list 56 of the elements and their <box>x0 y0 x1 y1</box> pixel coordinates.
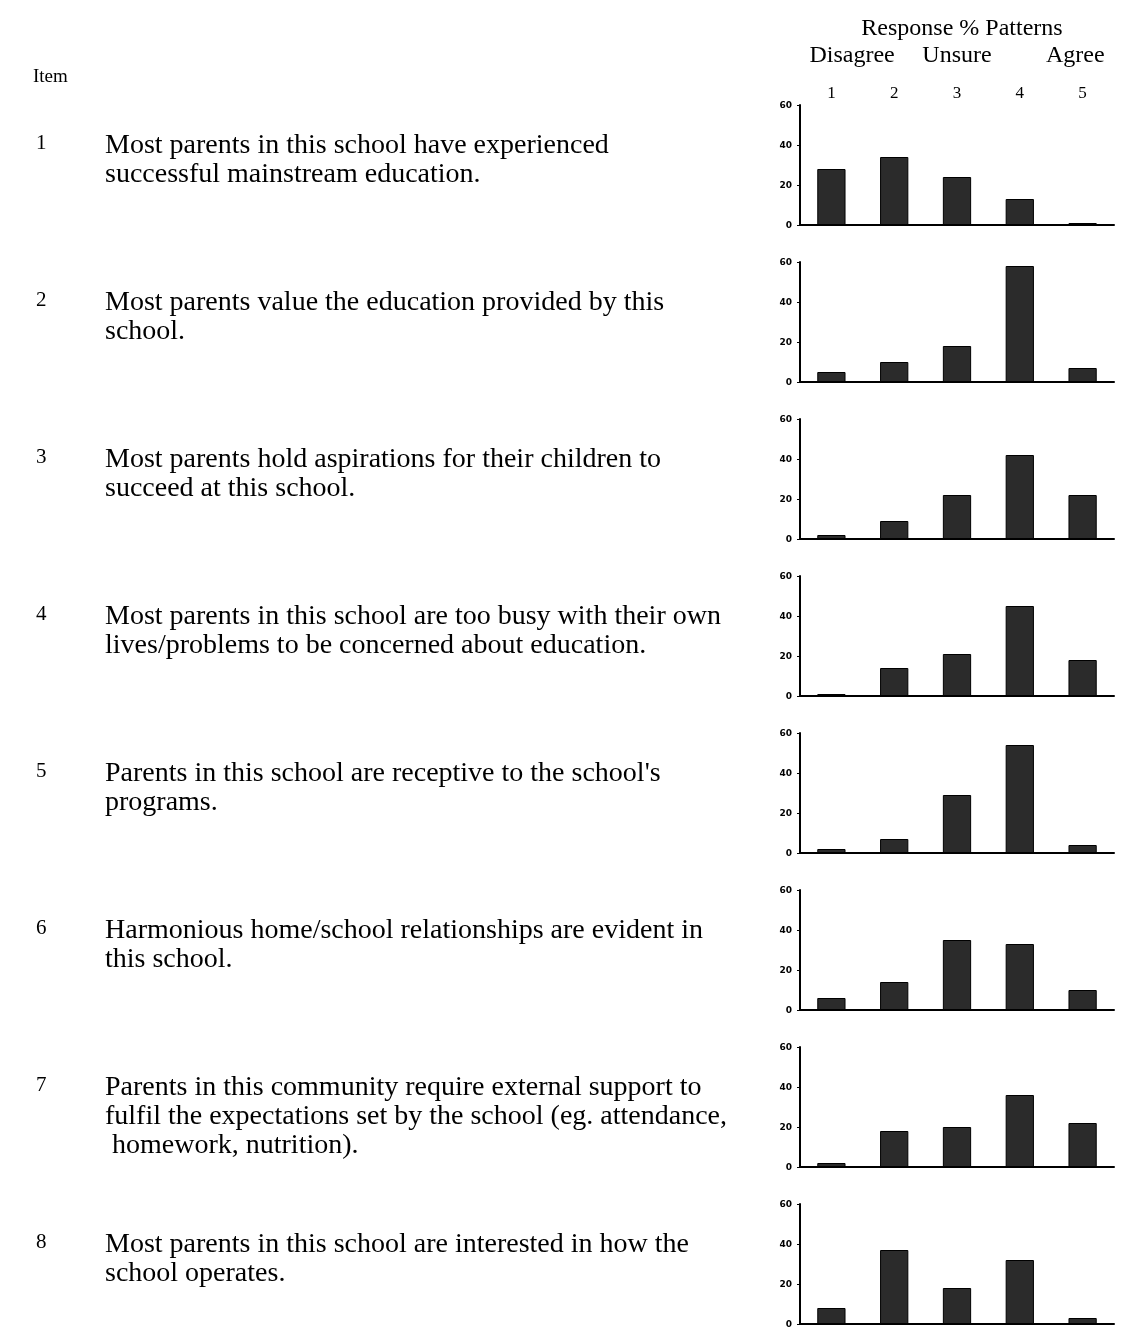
y-tick-label: 0 <box>785 691 792 701</box>
y-tick-label: 20 <box>779 337 792 347</box>
y-tick-label: 60 <box>779 1042 792 1052</box>
text: Disagree Unsure Agree <box>809 41 1105 67</box>
chart-title: Response % Patterns <box>861 14 1063 40</box>
y-tick-label: 0 <box>785 1005 792 1015</box>
text: Most parents in this school are interested in how the school operates. <box>105 1227 696 1287</box>
y-tick-label: 0 <box>785 1162 792 1172</box>
y-tick-label: 0 <box>785 220 792 230</box>
x-tick-label: 2 <box>889 83 899 102</box>
y-tick-label: 40 <box>779 454 792 464</box>
y-tick-label: 60 <box>779 728 792 738</box>
text: Item <box>33 65 69 86</box>
text: Parents in this community require external support to fulfil the expectations set by the school (eg. attendance, homework, nutrition). <box>105 1070 728 1159</box>
y-tick-label: 20 <box>779 651 792 661</box>
y-tick-label: 60 <box>779 257 792 267</box>
text: Parents in this school are receptive to the school's programs. <box>105 756 668 816</box>
y-tick-label: 0 <box>785 848 792 858</box>
y-tick-label: 20 <box>779 180 792 190</box>
y-tick-label: 60 <box>779 100 792 110</box>
x-tick-label: 3 <box>952 83 962 102</box>
y-tick-label: 0 <box>785 1319 792 1329</box>
y-tick-label: 40 <box>779 297 792 307</box>
text: Harmonious home/school relationships are evident in this school. <box>105 913 710 973</box>
text: 6 <box>36 914 47 939</box>
y-tick-label: 20 <box>779 1122 792 1132</box>
text: 4 <box>36 600 47 625</box>
y-tick-label: 40 <box>779 1082 792 1092</box>
y-tick-label: 0 <box>785 377 792 387</box>
y-tick-label: 0 <box>785 534 792 544</box>
text: 3 <box>36 443 47 468</box>
text: Most parents value the education provided by this school. <box>105 285 672 345</box>
y-tick-label: 20 <box>779 965 792 975</box>
text: Most parents in this school have experienced successful mainstream education. <box>105 128 616 188</box>
text: 2 <box>36 286 47 311</box>
text: Most parents in this school are too busy with their own lives/problems to be concerned about education. <box>105 599 728 659</box>
text: Most parents hold aspirations for their children to succeed at this school. <box>105 442 668 502</box>
y-tick-label: 40 <box>779 768 792 778</box>
y-tick-label: 40 <box>779 1239 792 1249</box>
y-tick-label: 40 <box>779 611 792 621</box>
y-tick-label: 60 <box>779 571 792 581</box>
y-tick-label: 20 <box>779 494 792 504</box>
y-tick-label: 20 <box>779 808 792 818</box>
y-tick-label: 60 <box>779 414 792 424</box>
x-tick-label: 1 <box>827 83 836 102</box>
x-tick-label: 4 <box>1015 83 1025 102</box>
text: 7 <box>36 1071 47 1096</box>
y-tick-label: 60 <box>779 1199 792 1209</box>
x-tick-label: 5 <box>1078 83 1087 102</box>
y-tick-label: 20 <box>779 1279 792 1289</box>
y-tick-label: 40 <box>779 925 792 935</box>
text: 5 <box>36 757 47 782</box>
y-tick-label: 40 <box>779 140 792 150</box>
text: 1 <box>36 129 47 154</box>
y-tick-label: 60 <box>779 885 792 895</box>
text: 8 <box>36 1228 47 1253</box>
